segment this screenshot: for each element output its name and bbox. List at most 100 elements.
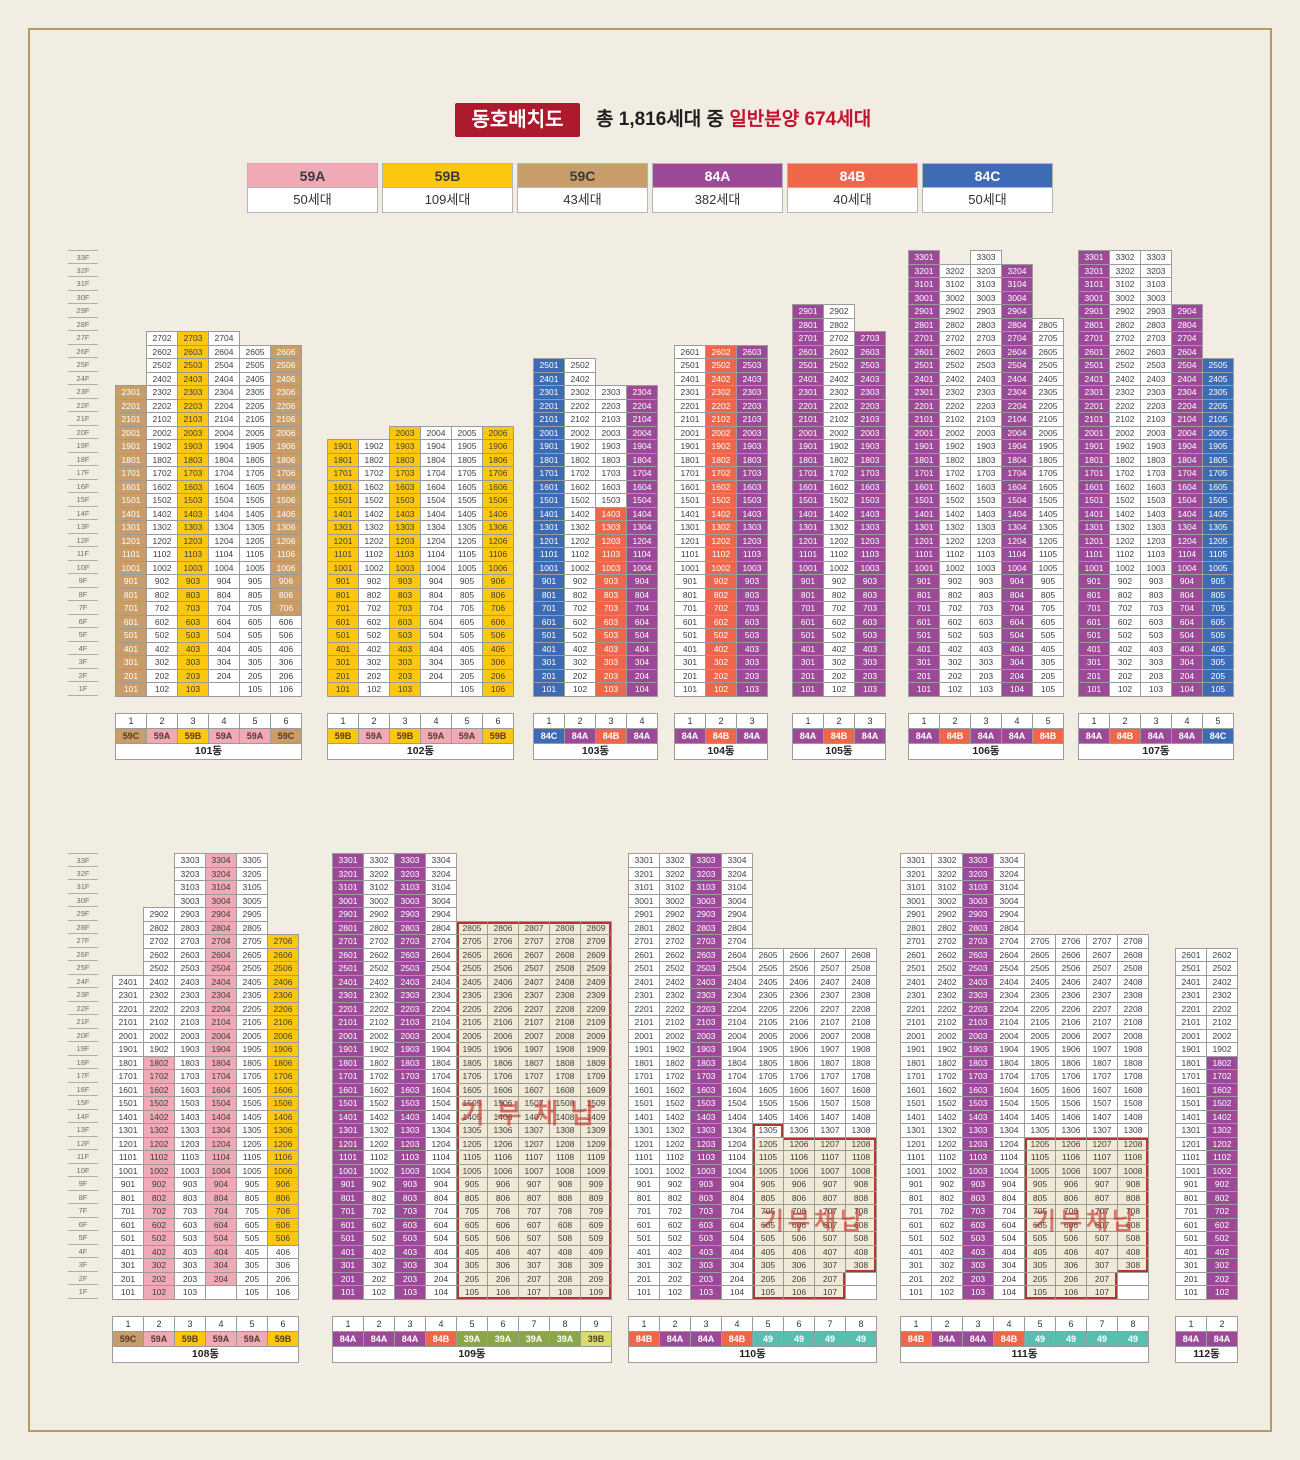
unit-cell: 2502 <box>1206 961 1238 976</box>
line-type-chip: 59B <box>482 727 514 744</box>
unit-cell: 2102 <box>939 412 971 427</box>
unit-cell: 1004 <box>420 560 452 575</box>
unit-cell: 405 <box>451 641 483 656</box>
unit-cell: 801 <box>112 1190 144 1205</box>
unit-cell: 2305 <box>1032 385 1064 400</box>
unit-cell: 3204 <box>425 866 457 881</box>
unit-cell: 1802 <box>1109 452 1141 467</box>
unit-cell: 308 <box>549 1258 581 1273</box>
unit-cell: 1703 <box>962 1069 994 1084</box>
unit-cell: 1309 <box>580 1123 612 1138</box>
floor-label: 20F <box>68 1029 98 1042</box>
unit-cell: 1004 <box>425 1163 457 1178</box>
unit-cell: 2302 <box>1109 385 1141 400</box>
line-type-chip: 84A <box>1078 727 1110 744</box>
unit-cell: 204 <box>425 1271 457 1286</box>
unit-cell: 1402 <box>363 1109 395 1124</box>
unit-cell: 106 <box>1055 1285 1087 1300</box>
unit-cell: 804 <box>425 1190 457 1205</box>
unit-cell: 1108 <box>549 1150 581 1165</box>
unit-cell: 2002 <box>705 425 737 440</box>
unit-cell: 305 <box>752 1258 784 1273</box>
line-type-chip: 84B <box>1109 727 1141 744</box>
unit-cell: 1402 <box>659 1109 691 1124</box>
unit-cell: 1204 <box>993 1136 1025 1151</box>
line-number: 7 <box>1086 1315 1118 1332</box>
unit-cell: 601 <box>533 614 565 629</box>
unit-cell: 2705 <box>236 934 268 949</box>
unit-cell: 1706 <box>487 1069 519 1084</box>
unit-cell: 2302 <box>143 988 175 1003</box>
unit-cell: 1802 <box>705 452 737 467</box>
unit-cell: 906 <box>1055 1177 1087 1192</box>
unit-cell: 2203 <box>970 398 1002 413</box>
unit-cell: 1903 <box>595 439 627 454</box>
unit-cell: 1105 <box>1024 1150 1056 1165</box>
unit-cell: 2301 <box>332 988 364 1003</box>
unit-cell: 1505 <box>236 1096 268 1111</box>
unit-cell: 2201 <box>628 1001 660 1016</box>
unit-cell: 402 <box>358 641 390 656</box>
line-number: 3 <box>595 712 627 729</box>
unit-cell: 903 <box>736 574 768 589</box>
unit-cell: 802 <box>143 1190 175 1205</box>
unit-cell: 2203 <box>174 1001 206 1016</box>
unit-cell: 2402 <box>659 974 691 989</box>
unit-cell: 3004 <box>425 893 457 908</box>
unit-cell: 2702 <box>659 934 691 949</box>
unit-cell: 1502 <box>931 1096 963 1111</box>
unit-cell: 1206 <box>482 533 514 548</box>
unit-cell: 1002 <box>705 560 737 575</box>
unit-cell: 3302 <box>659 853 691 868</box>
unit-cell: 1105 <box>456 1150 488 1165</box>
unit-cell: 1504 <box>1171 493 1203 508</box>
floor-label: 31F <box>68 880 98 894</box>
unit-cell: 2302 <box>659 988 691 1003</box>
unit-cell: 2403 <box>690 974 722 989</box>
unit-cell: 2201 <box>900 1001 932 1016</box>
unit-cell: 301 <box>115 655 147 670</box>
unit-cell: 1205 <box>1024 1136 1056 1151</box>
unit-cell: 506 <box>482 628 514 643</box>
unit-cell: 2602 <box>363 947 395 962</box>
unit-cell: 1303 <box>177 520 209 535</box>
unit-cell: 1101 <box>112 1150 144 1165</box>
unit-cell: 2903 <box>174 907 206 922</box>
unit-cell: 503 <box>962 1231 994 1246</box>
unit-cell: 1701 <box>1078 466 1110 481</box>
unit-cell: 2606 <box>267 947 299 962</box>
unit-cell: 1607 <box>814 1082 846 1097</box>
unit-cell: 701 <box>1078 601 1110 616</box>
unit-cell: 1709 <box>580 1069 612 1084</box>
unit-cell: 1405 <box>1202 506 1234 521</box>
unit-cell: 206 <box>267 1271 299 1286</box>
unit-cell: 1404 <box>993 1109 1025 1124</box>
unit-cell: 2203 <box>177 398 209 413</box>
unit-cell: 1601 <box>115 479 147 494</box>
unit-cell: 1103 <box>389 547 421 562</box>
unit-cell: 701 <box>1175 1204 1207 1219</box>
unit-cell: 101 <box>1078 682 1110 697</box>
floor-label: 26F <box>68 948 98 961</box>
unit-cell: 908 <box>549 1177 581 1192</box>
unit-cell: 1705 <box>451 466 483 481</box>
unit-cell: 502 <box>705 628 737 643</box>
unit-cell: 1605 <box>1032 479 1064 494</box>
unit-cell: 1004 <box>208 560 240 575</box>
unit-cell: 306 <box>482 655 514 670</box>
line-type-chip: 84A <box>1001 727 1033 744</box>
unit-cell: 2703 <box>394 934 426 949</box>
unit-cell: 1703 <box>389 466 421 481</box>
unit-cell: 1601 <box>792 479 824 494</box>
unit-cell: 1801 <box>533 452 565 467</box>
unit-cell: 1302 <box>823 520 855 535</box>
unit-cell: 703 <box>177 601 209 616</box>
unit-cell: 2001 <box>674 425 706 440</box>
unit-cell: 702 <box>931 1204 963 1219</box>
unit-cell: 2602 <box>1206 947 1238 962</box>
crossed-out-cell <box>845 1271 877 1286</box>
unit-cell: 707 <box>1086 1204 1118 1219</box>
unit-cell: 903 <box>595 574 627 589</box>
unit-cell: 1601 <box>327 479 359 494</box>
unit-cell: 1803 <box>174 1055 206 1070</box>
